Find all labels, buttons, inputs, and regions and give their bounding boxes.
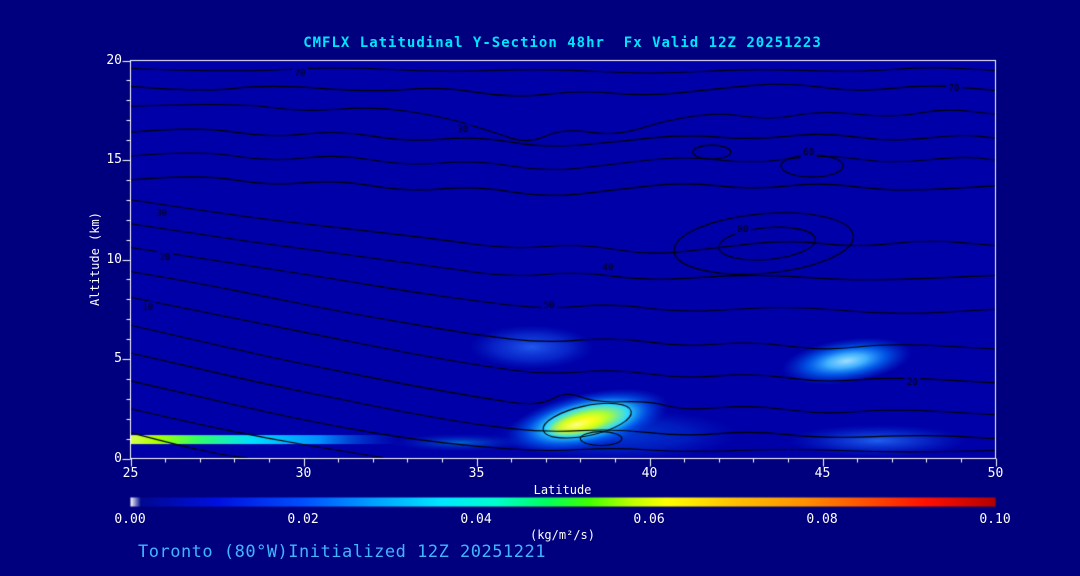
x-tick-label: 40: [641, 466, 658, 481]
y-tick-label: 15: [106, 152, 122, 167]
y-tick-label: 0: [114, 450, 122, 466]
colorbar-tick-label: 0.08: [806, 512, 838, 527]
x-axis-title: Latitude: [533, 483, 592, 497]
y-tick-label: 20: [106, 52, 122, 68]
chart-title: CMFLX Latitudinal Y-Section 48hr Fx Vali…: [303, 35, 822, 51]
x-tick-label: 50: [987, 466, 1004, 481]
x-tick-label: 45: [814, 466, 831, 481]
colorbar-tick-label: 0.02: [287, 512, 319, 527]
x-tick-label: 25: [122, 466, 139, 481]
colorbar-tick-label: 0.10: [979, 512, 1011, 527]
x-tick-label: 35: [468, 466, 485, 481]
colorbar-tick-label: 0.04: [460, 512, 492, 527]
y-tick-label: 5: [114, 351, 122, 366]
colorbar-unit: (kg/m²/s): [529, 528, 596, 542]
colorbar-tick-label: 0.00: [114, 512, 146, 527]
colorbar-tick-label: 0.06: [633, 512, 665, 527]
y-tick-label: 10: [106, 251, 122, 267]
x-tick-label: 30: [295, 466, 312, 481]
footer-caption: Toronto (80°W)Initialized 12Z 20251221: [138, 542, 546, 562]
